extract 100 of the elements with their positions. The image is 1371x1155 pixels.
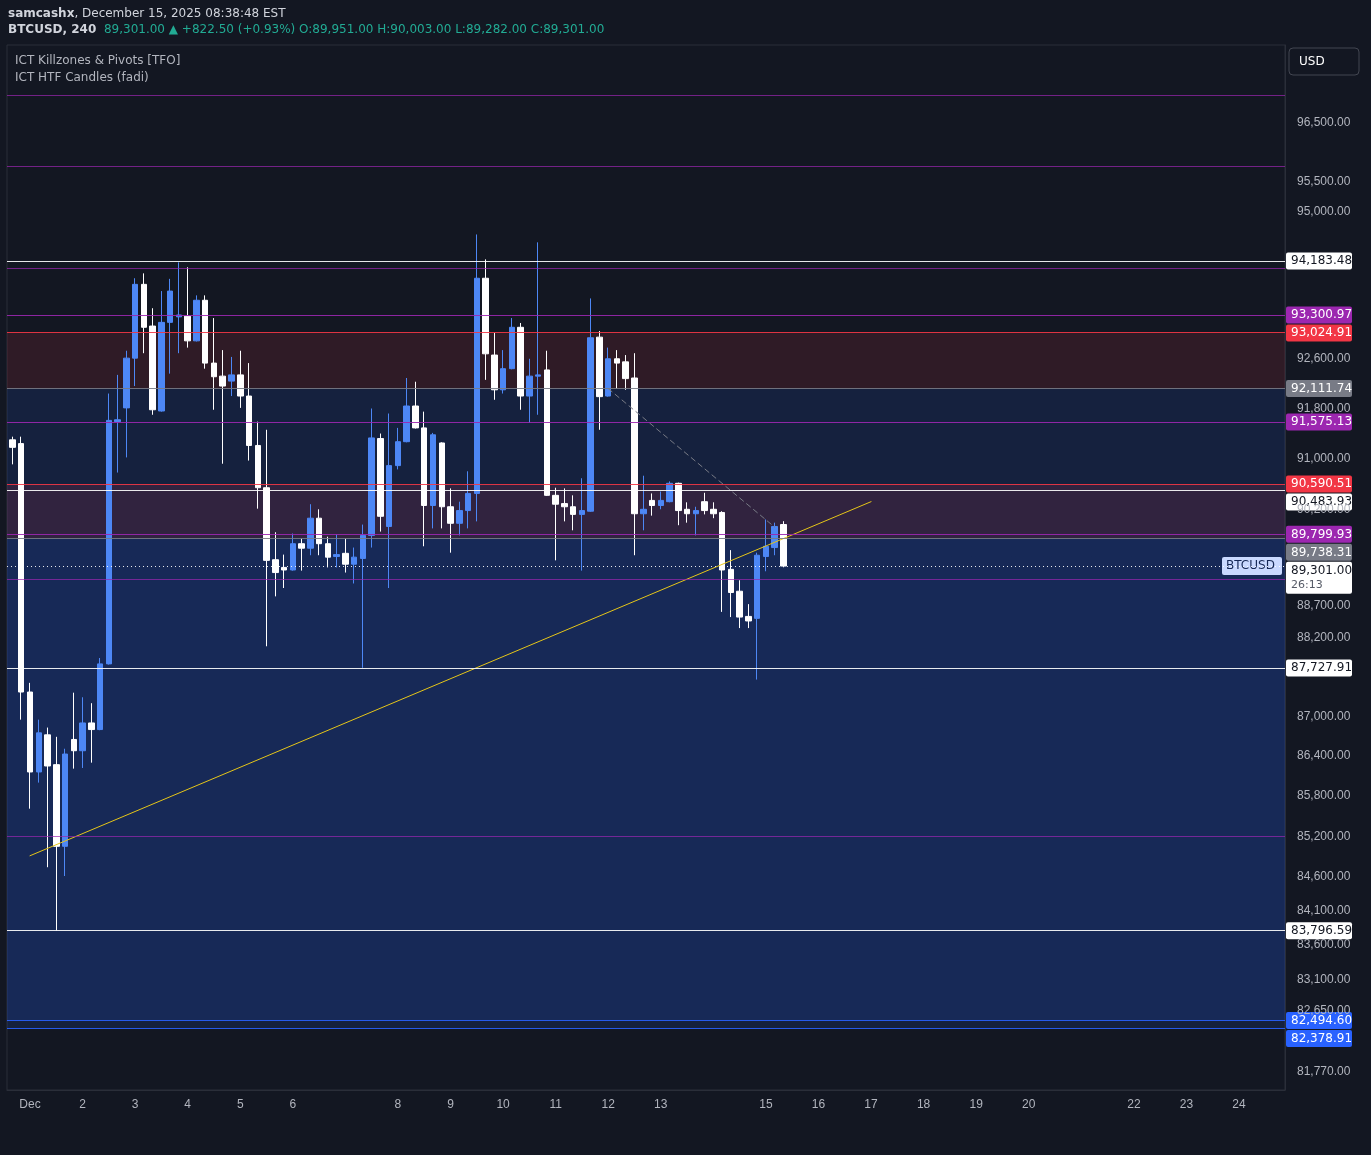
y-tick-label: 86,400.00 xyxy=(1297,748,1351,763)
candlestick xyxy=(316,508,322,556)
candlestick xyxy=(36,719,42,784)
candlestick xyxy=(368,408,375,549)
ref-line-label: 89,799.93 xyxy=(1291,526,1353,541)
candlestick xyxy=(167,278,173,375)
candlestick xyxy=(123,350,130,458)
y-tick-label: 87,000.00 xyxy=(1297,708,1351,723)
candlestick xyxy=(605,347,611,398)
candlestick xyxy=(88,702,95,764)
x-tick-label: 24 xyxy=(1232,1097,1246,1111)
x-tick-label: 12 xyxy=(601,1097,616,1111)
x-tick-label: 5 xyxy=(236,1097,244,1111)
candlestick xyxy=(106,393,112,666)
candlestick xyxy=(587,297,594,513)
candlestick xyxy=(535,241,541,416)
candlestick xyxy=(570,494,576,531)
candlestick xyxy=(237,350,244,409)
x-tick-label: 3 xyxy=(131,1097,139,1111)
y-tick-label: 88,700.00 xyxy=(1297,597,1351,612)
candlestick xyxy=(62,748,68,877)
x-tick-label: 10 xyxy=(496,1097,511,1111)
y-tick-label: 95,500.00 xyxy=(1297,174,1351,189)
x-tick-label: 20 xyxy=(1022,1097,1036,1111)
candlestick xyxy=(614,349,620,390)
candlestick xyxy=(658,491,664,510)
candlestick xyxy=(649,492,655,517)
ref-line-label: 94,183.48 xyxy=(1291,253,1353,268)
candlestick xyxy=(202,294,208,370)
x-tick-label: 8 xyxy=(394,1097,402,1111)
candlestick xyxy=(622,354,629,391)
candlestick xyxy=(132,277,138,387)
x-tick-label: 19 xyxy=(969,1097,984,1111)
x-tick-label: 23 xyxy=(1179,1097,1194,1111)
candlestick xyxy=(456,501,463,536)
candlestick xyxy=(79,696,86,769)
y-tick-label: 84,600.00 xyxy=(1297,869,1351,884)
candlestick xyxy=(710,501,717,519)
y-tick-label: 96,500.00 xyxy=(1297,114,1351,129)
annotation: ICT Killzones & Pivots [TFO] xyxy=(15,53,181,67)
candlestick xyxy=(579,477,585,572)
candlestick xyxy=(27,682,33,810)
candlestick xyxy=(509,317,515,370)
y-tick-label: 92,600.00 xyxy=(1297,351,1351,366)
ref-line-label: 90,590.51 xyxy=(1291,476,1353,491)
candlestick xyxy=(9,436,16,465)
candlestick xyxy=(333,533,340,568)
candlestick xyxy=(465,470,471,529)
candlestick xyxy=(412,381,419,430)
chart-title: BTCUSD, 240 xyxy=(8,22,97,36)
candlestick xyxy=(491,332,498,401)
x-tick-label: 18 xyxy=(916,1097,931,1111)
candlestick xyxy=(176,261,182,354)
candlestick xyxy=(246,362,252,462)
candlestick xyxy=(307,503,314,556)
candlestick xyxy=(386,413,392,589)
ref-line-label: 89,301.00 xyxy=(1291,562,1353,577)
candlestick xyxy=(149,307,156,416)
text: 26:13 xyxy=(1291,577,1323,591)
ref-line-label: 82,378.91 xyxy=(1291,1030,1353,1045)
candlestick xyxy=(500,349,506,395)
candlestick xyxy=(114,374,121,474)
ref-line-label: 91,575.13 xyxy=(1291,414,1353,429)
candlestick xyxy=(97,657,103,731)
candlestick xyxy=(360,524,366,669)
x-tick-label: 9 xyxy=(447,1097,455,1111)
candlestick xyxy=(640,475,647,531)
x-tick-label: 4 xyxy=(184,1097,192,1111)
candlestick xyxy=(219,349,226,465)
chart-subtitle: 89,301.00 ▲ +822.50 (+0.93%) O:89,951.00 H:90,003.00 L:89,282.00 C:89,301.00 xyxy=(103,22,605,36)
candlestick xyxy=(193,294,200,342)
y-tick-label: 83,600.00 xyxy=(1297,937,1351,952)
candlestick xyxy=(684,501,690,524)
candlestick xyxy=(526,358,533,424)
annotation: ICT HTF Candles (fadi) xyxy=(15,70,149,84)
candlestick xyxy=(403,377,410,443)
candlestick xyxy=(228,356,235,397)
text: samcashx, December 15, 2025 08:38:48 EST xyxy=(8,6,286,20)
ref-line-label: 83,796.59 xyxy=(1291,923,1353,938)
candlestick xyxy=(211,317,217,411)
y-tick-label: 83,100.00 xyxy=(1297,971,1351,986)
candlestick xyxy=(141,272,147,354)
x-tick-label: 2 xyxy=(79,1097,87,1111)
ref-line-label: 93,024.91 xyxy=(1291,325,1353,340)
y-tick-label: 88,200.00 xyxy=(1297,630,1351,645)
annotation: BTCUSD xyxy=(1226,558,1275,573)
x-tick-label: 17 xyxy=(864,1097,879,1111)
candlestick xyxy=(184,266,191,349)
y-tick-label: 91,000.00 xyxy=(1297,451,1351,466)
y-tick-label: 85,200.00 xyxy=(1297,828,1351,843)
candlestick xyxy=(158,290,165,413)
y-tick-label: 95,000.00 xyxy=(1297,204,1351,219)
ref-line-label: 93,300.97 xyxy=(1291,307,1353,322)
candlestick xyxy=(745,603,752,629)
candlestick xyxy=(395,427,401,470)
candlestick xyxy=(290,533,296,572)
candlestick xyxy=(517,322,524,411)
candlestick xyxy=(430,432,436,529)
ref-line-label: 92,111.74 xyxy=(1291,380,1353,395)
text: USD xyxy=(1299,54,1325,68)
